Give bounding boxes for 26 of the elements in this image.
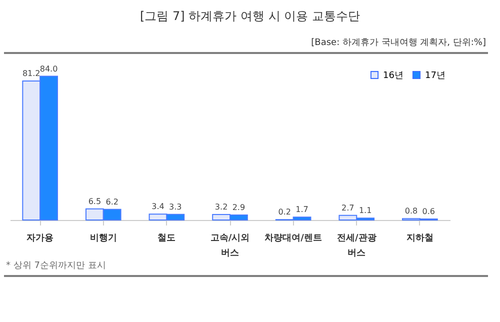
chart-title: [그림 7] 하계휴가 여행 시 이용 교통수단 <box>139 8 361 25</box>
x-tick-label: 자가용 <box>26 234 54 244</box>
legend-label: 17년 <box>425 70 446 81</box>
data-label: 2.9 <box>232 203 246 212</box>
data-label: 1.7 <box>296 205 308 214</box>
chart-subtitle: [Base: 하계휴가 국내여행 계획자, 단위:%] <box>310 37 487 49</box>
x-tick-label: 전세/관광 버스 <box>336 234 376 258</box>
data-label: 81.2 <box>22 69 40 78</box>
x-tick-label: 비행기 <box>90 234 117 244</box>
data-label: 1.1 <box>358 206 372 216</box>
data-label: 3.2 <box>214 202 228 212</box>
x-tick-label: 철도 <box>158 234 176 244</box>
x-tick-label: 차량대여/렌트 <box>264 234 322 244</box>
data-label: 0.8 <box>404 206 418 216</box>
data-label: 3.4 <box>152 202 164 212</box>
legend-label: 16년 <box>383 70 404 81</box>
x-tick-label: 고속/시외 버스 <box>210 234 250 258</box>
data-label: 3.3 <box>169 202 182 212</box>
data-label: 0.6 <box>422 206 435 216</box>
data-label: 84.0 <box>40 64 58 74</box>
text: * 상위 7순위까지만 표시 <box>5 260 107 272</box>
x-tick-label: 지하철 <box>405 234 434 244</box>
data-label: 0.2 <box>278 208 291 217</box>
data-label: 6.2 <box>106 197 118 206</box>
data-label: 2.7 <box>342 203 354 212</box>
data-label: 6.5 <box>88 196 102 206</box>
